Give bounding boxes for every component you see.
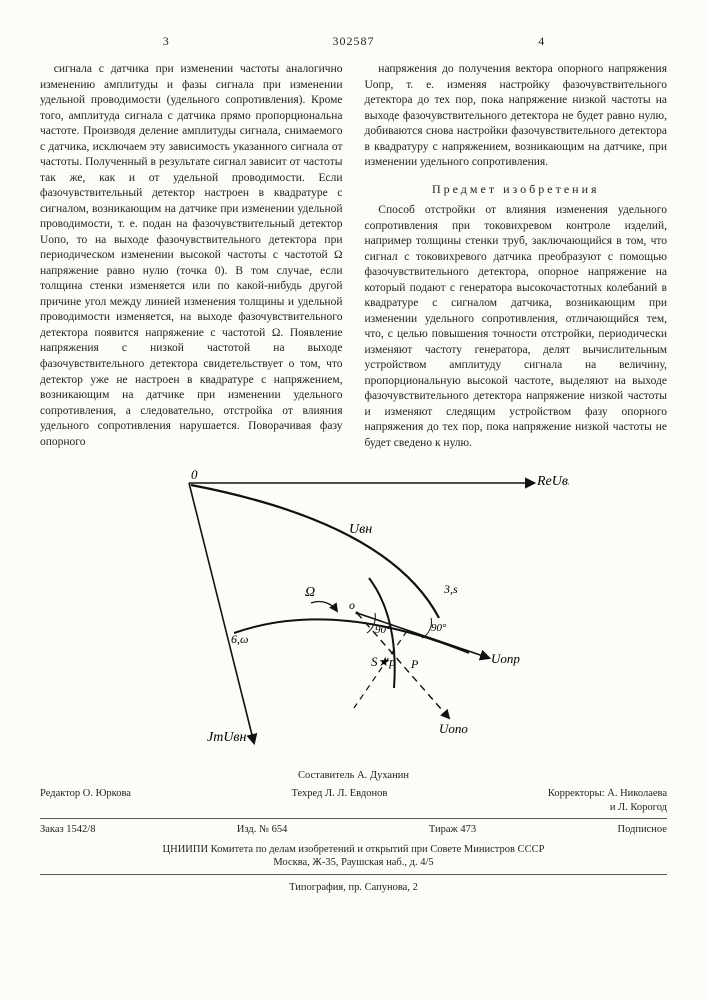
left-column-text: сигнала с датчика при изменении частоты … — [40, 62, 343, 450]
omega-sym: Ω — [305, 585, 315, 600]
footer: Составитель А. Духанин Редактор О. Юрков… — [40, 769, 667, 894]
omega-arc — [311, 602, 337, 611]
three-s-label: 3,s — [443, 582, 458, 596]
six-omega-label: 6,ω — [231, 632, 248, 646]
node-o-label: o — [349, 598, 355, 612]
tech-editor: Техред Л. Л. Евдонов — [291, 787, 387, 814]
deg-label-2: 90° — [431, 622, 447, 634]
issue-num: Изд. № 654 — [237, 823, 288, 837]
page-num-left: 3 — [42, 32, 290, 50]
footer-rule-2 — [40, 874, 667, 875]
uopr-label: Uопр — [491, 651, 520, 666]
signed: Подписное — [618, 823, 667, 837]
page-header: 3 302587 4 — [40, 30, 667, 52]
origin-label: 0 — [191, 467, 198, 482]
claims-heading: Предмет изобретения — [365, 181, 668, 197]
print-run: Тираж 473 — [429, 823, 476, 837]
compiler: Составитель А. Духанин — [40, 769, 667, 783]
footer-rule-1 — [40, 818, 667, 819]
deg-label-1: 90° — [375, 624, 391, 636]
axis-im — [189, 483, 254, 743]
right-column-intro: напряжения до получения вектора опорного… — [365, 62, 668, 171]
sp-label: S★p — [371, 654, 396, 669]
p-dash — [354, 631, 407, 708]
ubn-label: Uвн — [349, 522, 372, 537]
correctors: Корректоры: А. Николаева и Л. Корогод — [548, 787, 667, 814]
im-label: JmUвн — [207, 730, 247, 745]
publisher: ЦНИИПИ Комитета по делам изобретений и о… — [40, 843, 667, 870]
page-num-right: 4 — [417, 32, 665, 50]
vector-diagram: 0 ReUвн JmUвн Uвн 6,ω 3,s Ω o 90° 90° Uо… — [40, 463, 667, 753]
right-column-claim: Способ отстройки от влияния изменения уд… — [365, 203, 668, 451]
typography: Типография, пр. Сапунова, 2 — [40, 881, 667, 895]
p-label: P — [410, 657, 419, 671]
body-columns: сигнала с датчика при изменении частоты … — [40, 62, 667, 451]
editor: Редактор О. Юркова — [40, 787, 131, 814]
uopo-label: Uопо — [439, 721, 468, 736]
doc-number: 302587 — [292, 32, 416, 50]
order-num: Заказ 1542/8 — [40, 823, 95, 837]
re-label: ReUвн — [536, 474, 569, 489]
